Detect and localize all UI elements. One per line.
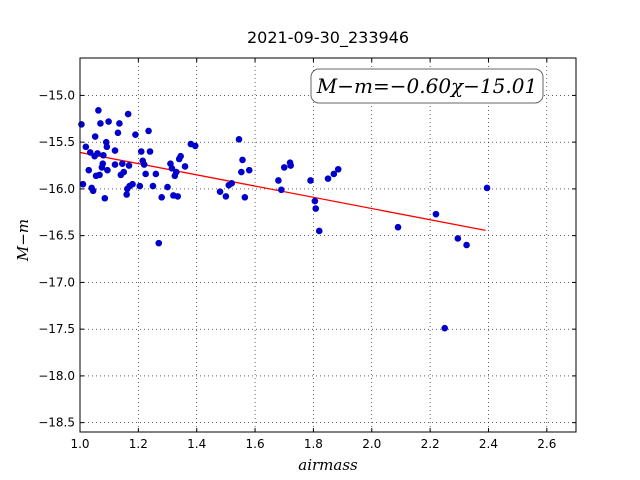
data-point	[142, 170, 149, 178]
data-point	[124, 110, 132, 118]
data-point	[119, 160, 126, 167]
data-point	[155, 239, 163, 247]
data-point	[280, 164, 288, 171]
data-point	[312, 205, 320, 212]
data-point	[241, 194, 249, 201]
data-point	[177, 152, 184, 160]
data-point	[105, 118, 112, 125]
data-point	[158, 194, 165, 201]
data-point	[132, 131, 139, 138]
x-tick-label: 1.0	[70, 437, 89, 451]
data-point	[89, 187, 97, 195]
data-point	[278, 186, 285, 194]
data-point	[111, 147, 119, 154]
data-point	[330, 170, 338, 178]
data-point	[99, 160, 107, 167]
ticks: 1.0 1.2 1.4 1.6 1.8 2.0 2.2 2.4 2.6 −15.0 −15.5 −16…	[38, 58, 576, 451]
data-point	[222, 193, 230, 200]
y-tick-label: −16.0	[38, 182, 75, 196]
data-point	[91, 133, 99, 140]
x-tick-label: 1.6	[246, 437, 265, 451]
data-point	[136, 182, 144, 190]
data-point	[120, 168, 128, 176]
x-tick-label: 2.4	[479, 437, 498, 451]
data-point	[145, 127, 152, 135]
data-point	[86, 149, 94, 156]
annotation-box	[310, 68, 544, 104]
data-point	[181, 163, 189, 170]
data-point	[483, 184, 491, 192]
y-tick-label: −18.5	[38, 416, 75, 430]
y-tick-label: −18.0	[38, 369, 75, 383]
data-point	[101, 194, 109, 202]
data-point	[174, 193, 182, 200]
data-point	[111, 161, 119, 168]
y-tick-label: −15.5	[38, 135, 75, 149]
data-point	[79, 180, 87, 188]
data-point	[172, 168, 180, 176]
data-point	[394, 223, 402, 231]
data-point	[324, 175, 332, 182]
plot-frame	[79, 57, 577, 433]
y-tick-label: −17.0	[38, 275, 75, 289]
data-point	[146, 148, 154, 155]
data-point	[82, 143, 90, 151]
data-point	[168, 165, 176, 172]
data-point	[100, 151, 107, 159]
data-point	[96, 171, 103, 179]
fit-annotation: M−m=−0.60χ−15.01	[310, 68, 544, 104]
data-point	[311, 197, 319, 205]
x-tick-label: 1.2	[129, 437, 148, 451]
data-point	[95, 107, 102, 114]
x-tick-label: 2.0	[362, 437, 381, 451]
data-point	[78, 121, 85, 128]
data-point	[275, 177, 282, 184]
x-tick-label: 2.6	[537, 437, 556, 451]
data-point	[149, 182, 157, 190]
data-point	[114, 129, 122, 137]
fit-equation: M−m=−0.60χ−15.01	[316, 74, 537, 98]
data-point	[123, 191, 130, 198]
x-tick-label: 1.4	[187, 437, 206, 451]
data-point	[315, 227, 323, 235]
data-point	[152, 170, 160, 178]
data-point	[238, 168, 245, 176]
data-point	[235, 136, 243, 143]
data-point	[85, 166, 93, 174]
y-tick-label: −17.5	[38, 322, 75, 336]
data-point	[307, 177, 314, 184]
data-point	[191, 142, 199, 150]
data-point	[125, 162, 133, 169]
data-point	[432, 210, 440, 218]
data-point	[164, 183, 171, 191]
y-tick-label: −15.0	[38, 88, 75, 102]
data-point	[94, 150, 101, 157]
data-point	[216, 188, 224, 196]
data-point	[463, 241, 470, 249]
data-point	[454, 235, 462, 242]
plot-area	[80, 58, 576, 432]
data-point	[228, 179, 236, 187]
data-point	[137, 148, 145, 155]
data-point	[287, 162, 294, 169]
chart-title: 2021-09-30_233946	[247, 28, 409, 48]
data-point	[245, 166, 253, 174]
y-tick-label: −16.5	[38, 229, 75, 243]
data-points	[78, 107, 491, 332]
data-point	[140, 161, 148, 168]
data-point	[239, 156, 246, 164]
x-tick-label: 2.2	[421, 437, 440, 451]
data-point	[334, 165, 342, 173]
data-point	[129, 180, 136, 188]
y-axis-label: M−m	[14, 219, 32, 262]
x-tick-label: 1.8	[304, 437, 323, 451]
data-point	[116, 120, 123, 127]
data-point	[103, 143, 111, 151]
data-point	[441, 324, 449, 332]
data-point	[104, 166, 111, 174]
x-axis-label: airmass	[298, 456, 358, 474]
data-point	[97, 120, 104, 127]
